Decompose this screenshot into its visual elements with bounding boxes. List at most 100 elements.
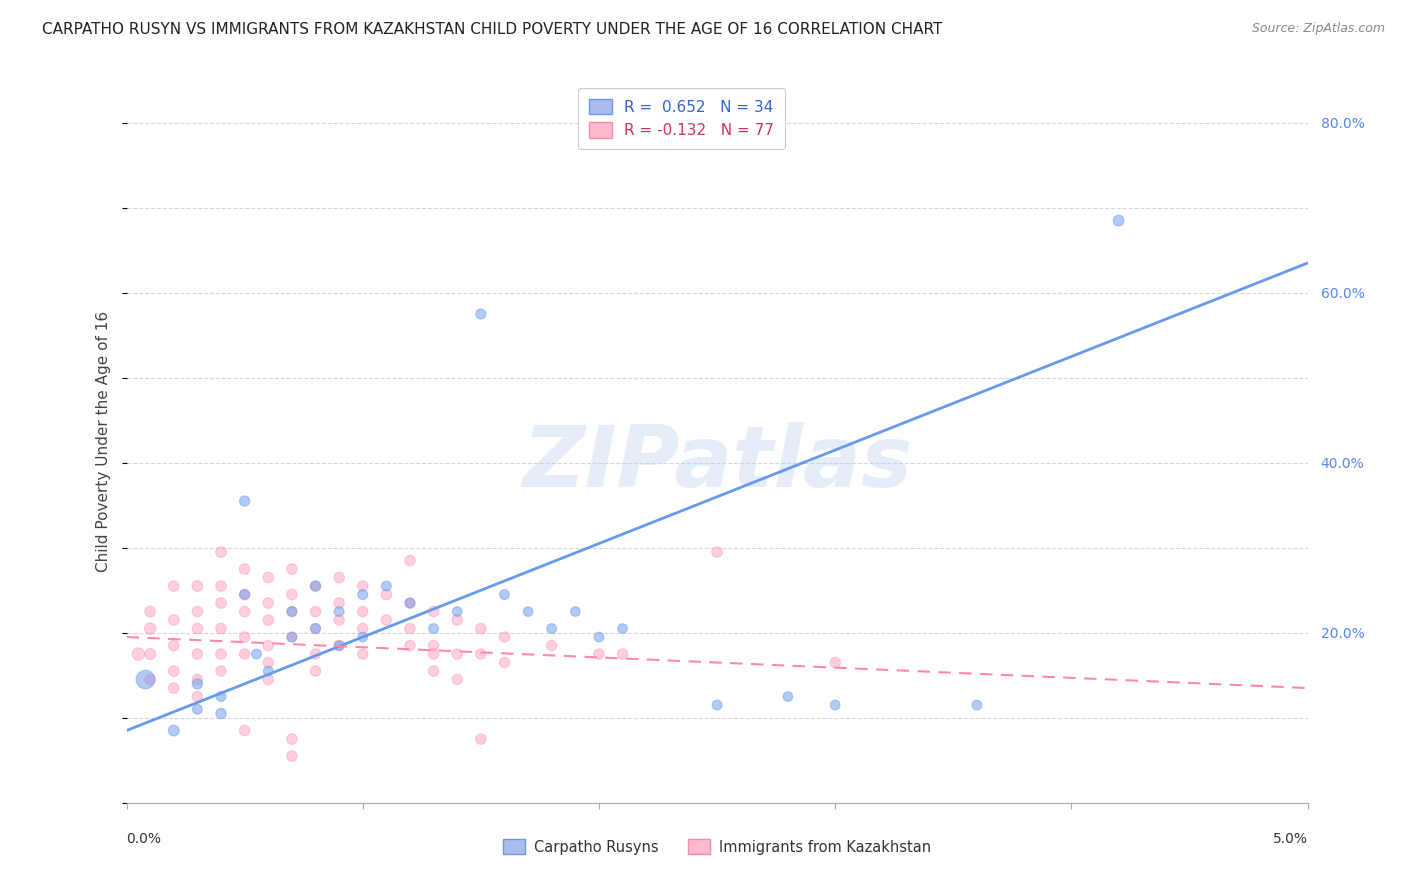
Point xyxy=(304,579,326,593)
Point xyxy=(328,613,350,627)
Point xyxy=(328,639,350,653)
Point xyxy=(328,596,350,610)
Point xyxy=(399,553,422,567)
Point xyxy=(706,545,728,559)
Point xyxy=(139,622,162,636)
Point xyxy=(257,656,280,670)
Point xyxy=(375,588,398,602)
Point xyxy=(564,605,586,619)
Point xyxy=(328,605,350,619)
Point xyxy=(304,622,326,636)
Point xyxy=(588,647,610,661)
Point xyxy=(470,647,492,661)
Point xyxy=(281,605,304,619)
Point xyxy=(446,673,468,687)
Point xyxy=(281,562,304,576)
Point xyxy=(209,545,232,559)
Point xyxy=(399,622,422,636)
Point xyxy=(186,677,208,691)
Point xyxy=(163,613,186,627)
Point xyxy=(233,588,256,602)
Point xyxy=(186,673,208,687)
Point xyxy=(375,579,398,593)
Point xyxy=(517,605,540,619)
Point xyxy=(186,622,208,636)
Point xyxy=(209,690,232,704)
Point xyxy=(186,690,208,704)
Point xyxy=(281,732,304,747)
Point xyxy=(233,494,256,508)
Legend: Carpatho Rusyns, Immigrants from Kazakhstan: Carpatho Rusyns, Immigrants from Kazakhs… xyxy=(498,833,936,861)
Point xyxy=(328,570,350,584)
Point xyxy=(375,613,398,627)
Point xyxy=(540,639,562,653)
Point xyxy=(127,647,149,661)
Point xyxy=(352,588,374,602)
Point xyxy=(399,596,422,610)
Point xyxy=(281,749,304,764)
Point xyxy=(233,605,256,619)
Point xyxy=(163,723,186,738)
Point xyxy=(186,647,208,661)
Point xyxy=(281,588,304,602)
Point xyxy=(209,647,232,661)
Point xyxy=(304,622,326,636)
Point xyxy=(446,647,468,661)
Y-axis label: Child Poverty Under the Age of 16: Child Poverty Under the Age of 16 xyxy=(96,311,111,572)
Point xyxy=(163,639,186,653)
Text: 0.0%: 0.0% xyxy=(127,831,162,846)
Point xyxy=(163,681,186,695)
Point xyxy=(304,664,326,678)
Point xyxy=(494,588,516,602)
Point xyxy=(209,706,232,721)
Point xyxy=(304,605,326,619)
Text: CARPATHO RUSYN VS IMMIGRANTS FROM KAZAKHSTAN CHILD POVERTY UNDER THE AGE OF 16 C: CARPATHO RUSYN VS IMMIGRANTS FROM KAZAKH… xyxy=(42,22,942,37)
Point xyxy=(422,639,444,653)
Point xyxy=(281,605,304,619)
Point xyxy=(304,647,326,661)
Point xyxy=(588,630,610,644)
Point xyxy=(352,630,374,644)
Point xyxy=(422,647,444,661)
Point xyxy=(233,562,256,576)
Point xyxy=(540,622,562,636)
Point xyxy=(776,690,799,704)
Text: 5.0%: 5.0% xyxy=(1272,831,1308,846)
Point xyxy=(257,673,280,687)
Point xyxy=(494,630,516,644)
Point xyxy=(352,605,374,619)
Point xyxy=(494,656,516,670)
Point xyxy=(163,579,186,593)
Point xyxy=(257,664,280,678)
Point xyxy=(139,673,162,687)
Point xyxy=(1108,213,1130,227)
Point xyxy=(446,605,468,619)
Point xyxy=(233,723,256,738)
Point xyxy=(233,588,256,602)
Point xyxy=(470,622,492,636)
Point xyxy=(352,579,374,593)
Point xyxy=(399,596,422,610)
Point xyxy=(233,647,256,661)
Point xyxy=(446,613,468,627)
Point xyxy=(209,664,232,678)
Point xyxy=(422,605,444,619)
Point xyxy=(612,622,634,636)
Point xyxy=(612,647,634,661)
Point xyxy=(134,673,156,687)
Point xyxy=(399,639,422,653)
Point xyxy=(257,596,280,610)
Point xyxy=(470,307,492,321)
Point xyxy=(824,698,846,712)
Point xyxy=(281,630,304,644)
Point xyxy=(209,579,232,593)
Point xyxy=(304,579,326,593)
Point xyxy=(257,570,280,584)
Point xyxy=(352,647,374,661)
Point xyxy=(139,605,162,619)
Point xyxy=(422,664,444,678)
Point xyxy=(422,622,444,636)
Point xyxy=(163,664,186,678)
Point xyxy=(245,647,267,661)
Point xyxy=(352,622,374,636)
